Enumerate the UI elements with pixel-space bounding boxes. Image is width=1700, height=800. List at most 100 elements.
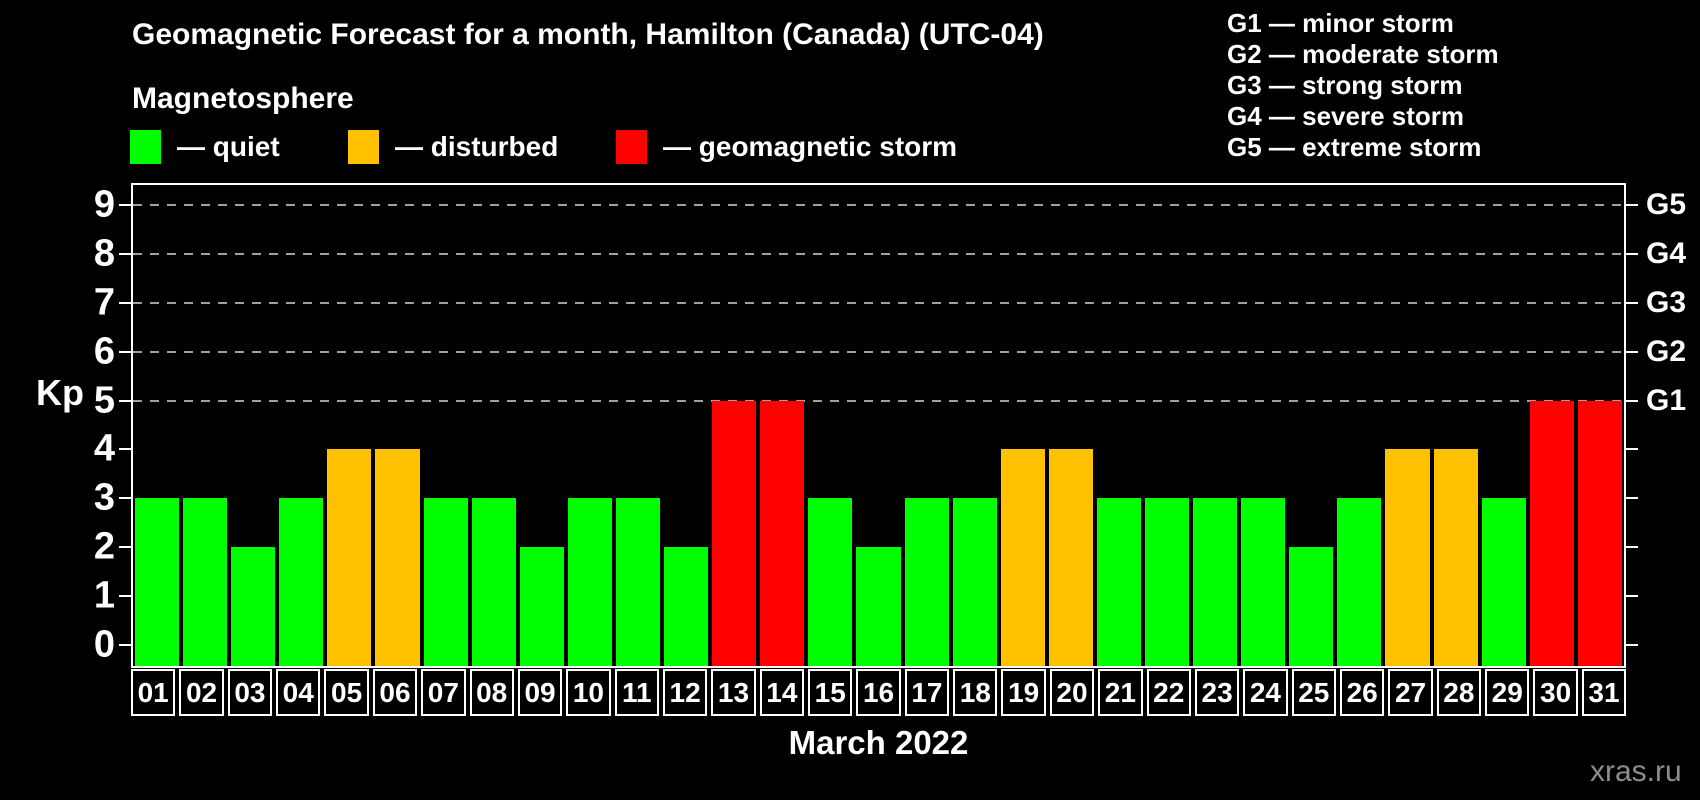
gridline-kp9 [133, 204, 1624, 207]
plot-area: 0 1 2 3 4 5 G1 6 G2 7 G3 8 G4 9 G5 [94, 183, 1686, 668]
day-label-cell-01: 01 [131, 669, 176, 716]
axis-tick-right-kp1 [1626, 594, 1638, 597]
g-level-label-g1: G1 [1646, 383, 1687, 417]
bar-slot-day-11 [614, 185, 662, 666]
kp-bar-day-18 [952, 498, 997, 666]
legend-item-disturbed: — disturbed [348, 128, 558, 166]
gridline-kp5 [133, 399, 1624, 402]
axis-tick-left-kp9 [119, 204, 131, 207]
axis-tick-right-kp3 [1626, 497, 1638, 500]
x-axis-day-labels: 01 02 03 04 05 06 07 08 09 10 11 12 13 14 15 16 17 18 19 20… [131, 669, 1627, 716]
bar-slot-day-08 [470, 185, 518, 666]
g-level-label-g5: G5 [1646, 188, 1687, 222]
day-label-cell-31: 31 [1581, 669, 1627, 716]
axis-tick-right-kp8 [1626, 253, 1638, 256]
day-label-cell-29: 29 [1485, 669, 1530, 716]
kp-bar-day-31 [1577, 400, 1622, 666]
day-label-cell-25: 25 [1291, 669, 1336, 716]
kp-bar-day-02 [183, 498, 228, 666]
kp-bar-day-06 [375, 449, 420, 666]
bar-slot-day-04 [277, 185, 325, 666]
bar-slot-day-28 [1432, 185, 1480, 666]
bar-slot-day-12 [662, 185, 710, 666]
kp-bar-day-01 [135, 498, 180, 666]
day-label-cell-09: 09 [517, 669, 563, 716]
axis-tick-right-kp7 [1626, 302, 1638, 305]
kp-bar-day-29 [1481, 498, 1526, 666]
bar-slot-day-29 [1480, 185, 1528, 666]
bar-slot-day-22 [1143, 185, 1191, 666]
kp-bar-day-19 [1000, 449, 1045, 666]
axis-tick-left-kp0 [119, 643, 131, 646]
axis-tick-right-kp0 [1626, 643, 1638, 646]
g-scale-legend: G1 — minor storm G2 — moderate storm G3 … [1227, 8, 1499, 163]
bar-slot-day-26 [1335, 185, 1383, 666]
axis-tick-left-kp7 [119, 302, 131, 305]
gridline-kp7 [133, 302, 1624, 305]
bar-slot-day-09 [518, 185, 566, 666]
axis-tick-left-kp5 [119, 399, 131, 402]
kp-bar-day-17 [904, 498, 949, 666]
bar-slot-day-19 [999, 185, 1047, 666]
day-label-cell-02: 02 [179, 669, 224, 716]
bar-slot-day-27 [1383, 185, 1431, 666]
y-tick-label-1: 1 [93, 574, 115, 617]
y-tick-label-2: 2 [93, 525, 115, 568]
bar-slot-day-07 [422, 185, 470, 666]
axis-tick-right-kp5 [1626, 399, 1638, 402]
kp-bar-day-30 [1529, 400, 1574, 666]
day-label-cell-05: 05 [324, 669, 369, 716]
axis-tick-right-kp6 [1626, 350, 1638, 353]
storm-swatch-icon [616, 130, 647, 164]
axis-tick-left-kp1 [119, 594, 131, 597]
axis-tick-left-kp6 [119, 350, 131, 353]
day-label-cell-14: 14 [759, 669, 805, 716]
bar-slot-day-31 [1576, 185, 1624, 666]
bar-slot-day-23 [1191, 185, 1239, 666]
y-axis-label: Kp [36, 372, 84, 413]
day-label-cell-24: 24 [1243, 669, 1288, 716]
kp-bar-day-26 [1337, 498, 1382, 666]
bar-slot-day-17 [903, 185, 951, 666]
kp-bar-day-04 [279, 498, 324, 666]
legend-label-quiet: — quiet [177, 131, 280, 162]
day-label-cell-28: 28 [1436, 669, 1482, 716]
day-label-cell-12: 12 [662, 669, 708, 716]
day-label-cell-27: 27 [1388, 669, 1433, 716]
kp-bar-day-25 [1289, 546, 1334, 666]
kp-bar-day-09 [519, 546, 564, 666]
bar-slot-day-10 [566, 185, 614, 666]
axis-tick-left-kp8 [119, 253, 131, 256]
bar-slot-day-03 [229, 185, 277, 666]
g-legend-line-g1: G1 — minor storm [1227, 8, 1454, 38]
kp-bar-day-10 [567, 498, 612, 666]
x-axis-month-label: March 2022 [788, 724, 969, 761]
chart-subtitle: Magnetosphere [132, 82, 354, 115]
kp-bar-day-16 [856, 546, 901, 666]
legend-item-quiet: — quiet [130, 128, 280, 166]
g-level-label-g3: G3 [1646, 286, 1687, 320]
day-label-cell-19: 19 [1001, 669, 1046, 716]
day-label-cell-22: 22 [1146, 669, 1191, 716]
bar-slot-day-06 [373, 185, 421, 666]
day-label-cell-07: 07 [421, 669, 466, 716]
day-label-cell-13: 13 [711, 669, 756, 716]
gridline-kp6 [133, 350, 1624, 353]
g-legend-line-g4: G4 — severe storm [1227, 101, 1465, 131]
day-label-cell-08: 08 [469, 669, 514, 716]
day-label-cell-11: 11 [614, 669, 659, 716]
kp-bar-day-24 [1241, 498, 1286, 666]
day-label-cell-26: 26 [1339, 669, 1385, 716]
bar-slot-day-30 [1528, 185, 1576, 666]
bar-slot-day-18 [951, 185, 999, 666]
watermark: xras.ru [1590, 755, 1682, 788]
bar-slot-day-24 [1239, 185, 1287, 666]
kp-bar-day-14 [760, 400, 805, 666]
axis-tick-right-kp9 [1626, 204, 1638, 207]
day-label-cell-21: 21 [1098, 669, 1143, 716]
bar-slot-day-05 [325, 185, 373, 666]
legend-label-storm: — geomagnetic storm [663, 131, 958, 162]
kp-bar-day-08 [471, 498, 516, 666]
axis-tick-left-kp3 [119, 497, 131, 500]
axis-tick-left-kp4 [119, 448, 131, 451]
